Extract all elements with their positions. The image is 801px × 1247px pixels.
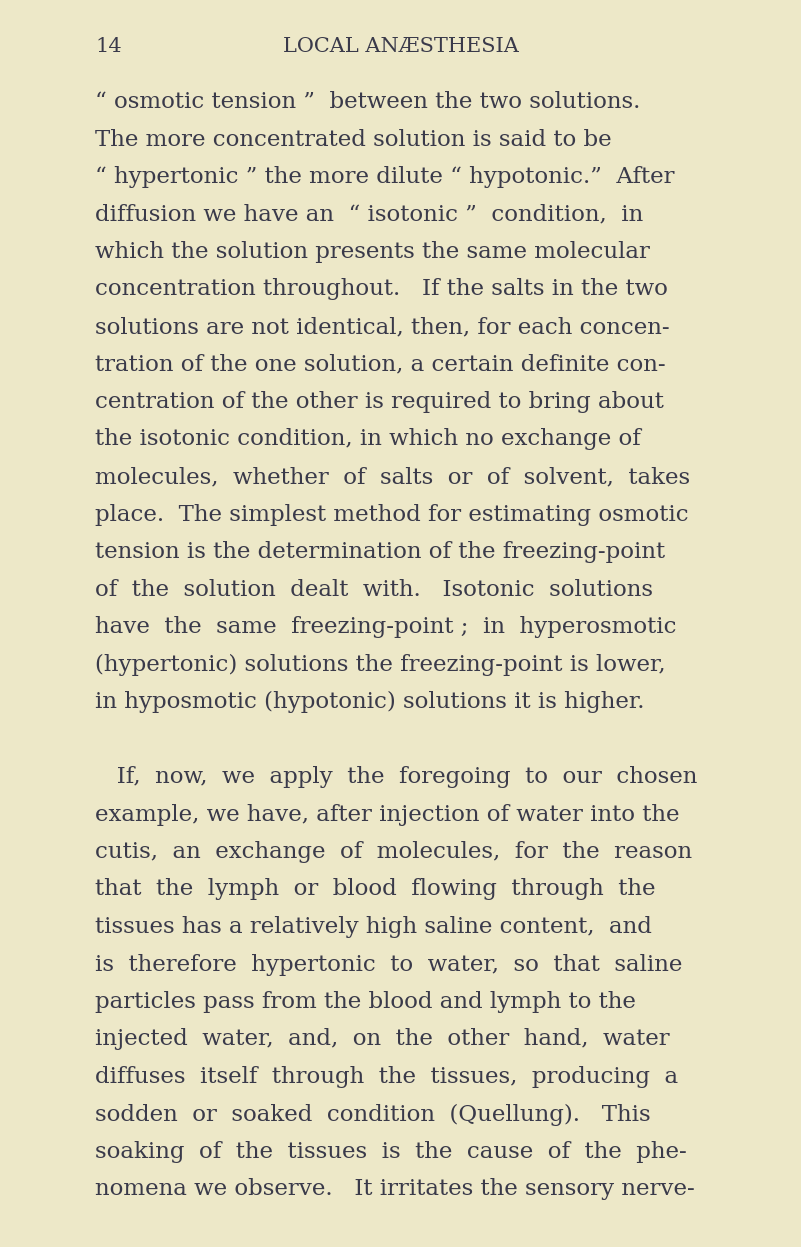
Text: diffusion we have an  “ isotonic ”  condition,  in: diffusion we have an “ isotonic ” condit…: [95, 203, 643, 226]
Text: of  the  solution  dealt  with.   Isotonic  solutions: of the solution dealt with. Isotonic sol…: [95, 579, 653, 601]
Text: solutions are not identical, then, for each concen-: solutions are not identical, then, for e…: [95, 315, 670, 338]
Text: soaking  of  the  tissues  is  the  cause  of  the  phe-: soaking of the tissues is the cause of t…: [95, 1141, 686, 1163]
Text: The more concentrated solution is said to be: The more concentrated solution is said t…: [95, 128, 612, 151]
Text: injected  water,  and,  on  the  other  hand,  water: injected water, and, on the other hand, …: [95, 1029, 670, 1050]
Text: sodden  or  soaked  condition  (Quellung).   This: sodden or soaked condition (Quellung). T…: [95, 1104, 650, 1126]
Text: LOCAL ANÆSTHESIA: LOCAL ANÆSTHESIA: [283, 37, 518, 56]
Text: cutis,  an  exchange  of  molecules,  for  the  reason: cutis, an exchange of molecules, for the…: [95, 840, 692, 863]
Text: tissues has a relatively high saline content,  and: tissues has a relatively high saline con…: [95, 917, 652, 938]
Text: “ hypertonic ” the more dilute “ hypotonic.”  After: “ hypertonic ” the more dilute “ hypoton…: [95, 166, 674, 188]
Text: concentration throughout.   If the salts in the two: concentration throughout. If the salts i…: [95, 278, 668, 301]
Text: tration of the one solution, a certain definite con-: tration of the one solution, a certain d…: [95, 353, 666, 375]
Text: centration of the other is required to bring about: centration of the other is required to b…: [95, 392, 664, 413]
Text: which the solution presents the same molecular: which the solution presents the same mol…: [95, 241, 650, 263]
Text: tension is the determination of the freezing-point: tension is the determination of the free…: [95, 541, 665, 562]
Text: example, we have, after injection of water into the: example, we have, after injection of wat…: [95, 803, 679, 826]
Text: (hypertonic) solutions the freezing-point is lower,: (hypertonic) solutions the freezing-poin…: [95, 653, 666, 676]
Text: in hyposmotic (hypotonic) solutions it is higher.: in hyposmotic (hypotonic) solutions it i…: [95, 691, 645, 713]
Text: diffuses  itself  through  the  tissues,  producing  a: diffuses itself through the tissues, pro…: [95, 1066, 678, 1087]
Text: that  the  lymph  or  blood  flowing  through  the: that the lymph or blood flowing through …: [95, 878, 655, 900]
Text: 14: 14: [95, 37, 122, 56]
Text: particles pass from the blood and lymph to the: particles pass from the blood and lymph …: [95, 991, 636, 1013]
Text: the isotonic condition, in which no exchange of: the isotonic condition, in which no exch…: [95, 429, 641, 450]
Text: is  therefore  hypertonic  to  water,  so  that  saline: is therefore hypertonic to water, so tha…: [95, 954, 682, 975]
Text: molecules,  whether  of  salts  or  of  solvent,  takes: molecules, whether of salts or of solven…: [95, 466, 690, 488]
Text: place.  The simplest method for estimating osmotic: place. The simplest method for estimatin…: [95, 504, 689, 525]
Text: If,  now,  we  apply  the  foregoing  to  our  chosen: If, now, we apply the foregoing to our c…: [95, 766, 698, 788]
Text: nomena we observe.   It irritates the sensory nerve-: nomena we observe. It irritates the sens…: [95, 1178, 694, 1201]
Text: have  the  same  freezing-point ;  in  hyperosmotic: have the same freezing-point ; in hypero…: [95, 616, 677, 638]
Text: “ osmotic tension ”  between the two solutions.: “ osmotic tension ” between the two solu…: [95, 91, 640, 113]
